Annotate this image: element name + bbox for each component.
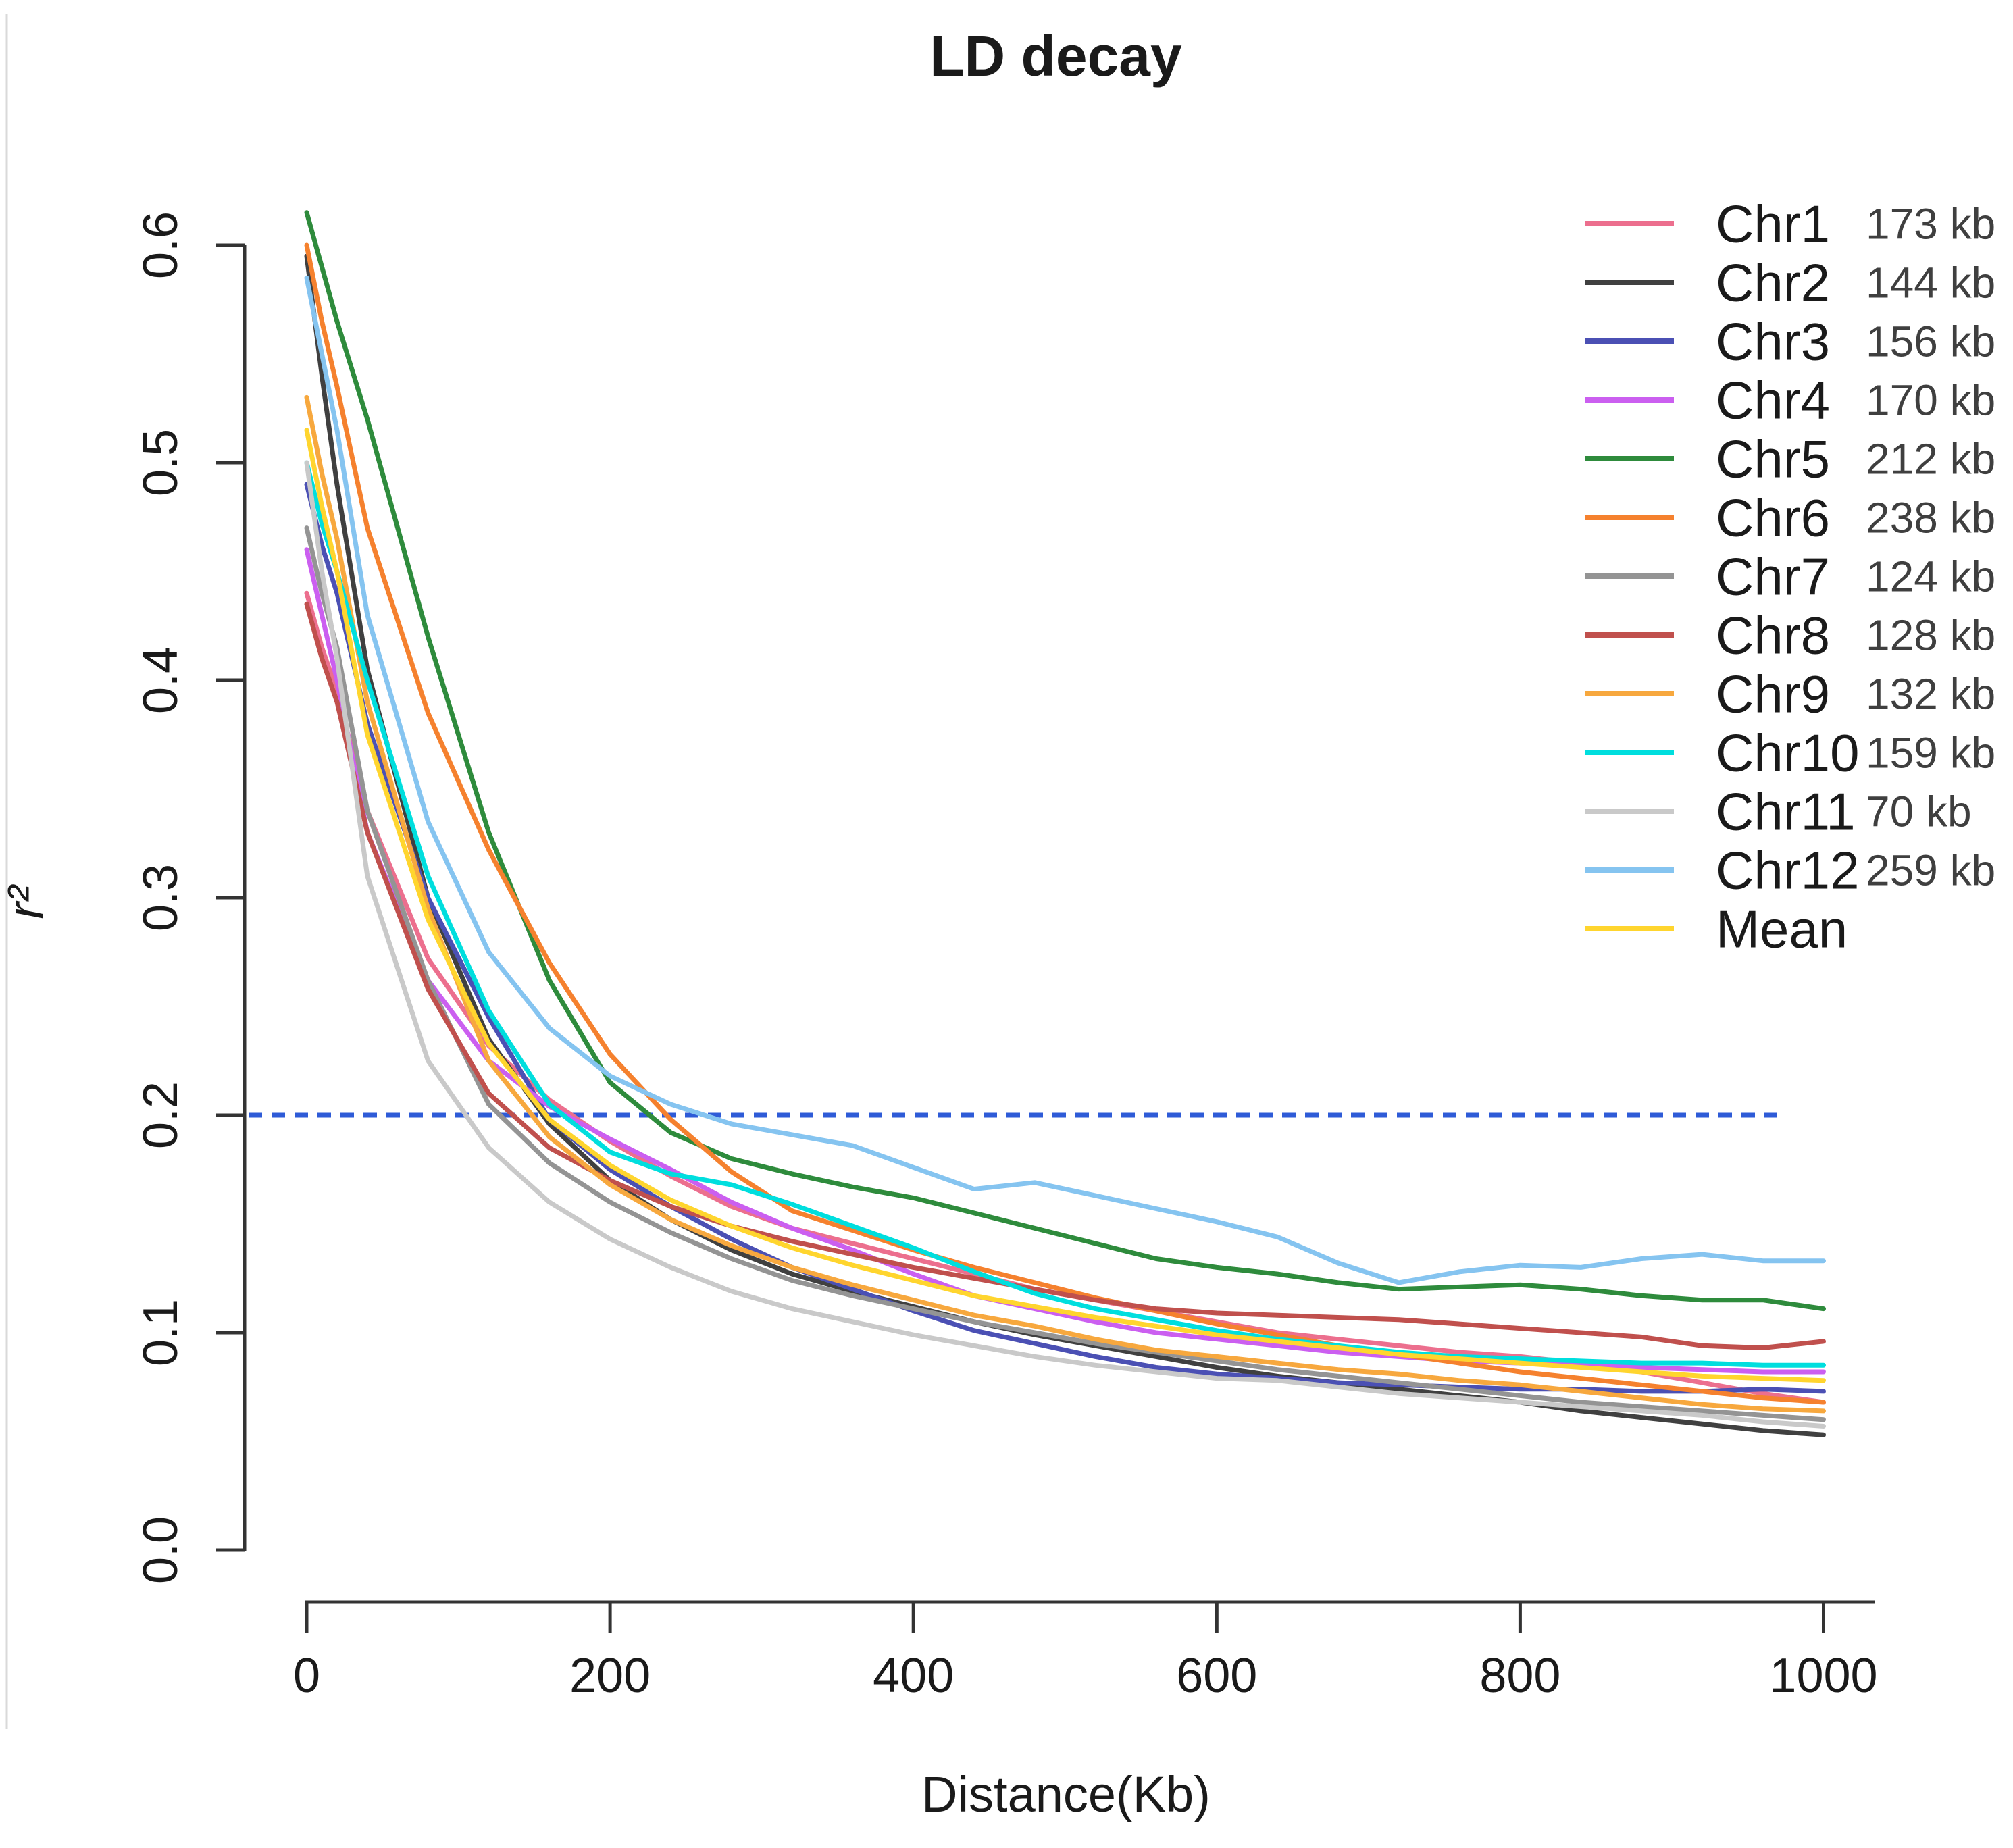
y-tick-label: 0.3 (134, 864, 188, 931)
legend-kb-value: 173 kb (1866, 199, 1995, 248)
y-tick-label: 0.0 (134, 1516, 188, 1584)
legend-row-chr8: Chr8 128 kb (1585, 605, 1995, 665)
legend-kb-value: 128 kb (1866, 611, 1995, 659)
legend-kb-value: 238 kb (1866, 493, 1995, 542)
y-tick-label: 0.1 (134, 1299, 188, 1366)
legend-row-chr12: Chr12 259 kb (1585, 840, 1995, 900)
legend-row-chr4: Chr4 170 kb (1585, 370, 1995, 430)
series-line-chr11 (304, 460, 1826, 1429)
legend-label: Chr6 (1716, 488, 1830, 547)
legend-kb-value: 170 kb (1866, 376, 1995, 424)
y-tick-label: 0.6 (134, 211, 188, 279)
x-axis-title: Distance(Kb) (921, 1766, 1211, 1822)
series-line-chr12 (304, 275, 1826, 1285)
legend-kb-value: 144 kb (1866, 258, 1995, 307)
legend-kb-value: 70 kb (1866, 787, 1972, 836)
x-tick-label: 800 (1479, 1649, 1560, 1703)
legend-row-chr3: Chr3 156 kb (1585, 311, 1995, 371)
legend-row-chr11: Chr11 70 kb (1585, 781, 1972, 841)
series-line-chr6 (304, 242, 1826, 1405)
legend-row-mean: Mean (1585, 899, 1848, 958)
x-tick-label: 0 (293, 1649, 320, 1703)
series-line-chr2 (304, 253, 1826, 1437)
legend-row-chr6: Chr6 238 kb (1585, 488, 1995, 547)
x-tick-label: 600 (1176, 1649, 1257, 1703)
legend-label: Chr11 (1716, 781, 1856, 841)
legend-row-chr1: Chr1 173 kb (1585, 194, 1995, 253)
legend-label: Chr2 (1716, 253, 1830, 312)
series-line-chr10 (304, 460, 1826, 1368)
legend-kb-value: 259 kb (1866, 846, 1995, 894)
legend-row-chr10: Chr10 159 kb (1585, 723, 1995, 782)
legend-row-chr2: Chr2 144 kb (1585, 253, 1995, 312)
legend-kb-value: 132 kb (1866, 669, 1995, 718)
legend-label: Chr3 (1716, 311, 1830, 371)
legend-label: Chr1 (1716, 194, 1830, 253)
y-tick-label: 0.2 (134, 1081, 188, 1149)
legend: Chr1 173 kb Chr2 144 kb Chr3 156 kb Chr4 170 kb… (1585, 194, 1995, 958)
series-lines (304, 210, 1826, 1437)
legend-label: Chr12 (1716, 840, 1859, 900)
legend-row-chr5: Chr5 212 kb (1585, 429, 1995, 488)
legend-row-chr9: Chr9 132 kb (1585, 664, 1995, 723)
series-line-chr7 (304, 525, 1826, 1422)
x-tick-label: 400 (873, 1649, 954, 1703)
legend-label: Chr5 (1716, 429, 1830, 488)
x-tick-label: 1000 (1769, 1649, 1877, 1703)
y-tick-label: 0.5 (134, 429, 188, 496)
y-tick-label: 0.4 (134, 646, 188, 714)
legend-label: Chr8 (1716, 605, 1830, 665)
legend-kb-value: 124 kb (1866, 552, 1995, 600)
chart-title: LD decay (929, 24, 1182, 88)
series-line-chr5 (304, 210, 1826, 1312)
series-line-mean (304, 428, 1826, 1383)
legend-kb-value: 156 kb (1866, 317, 1995, 365)
legend-label: Chr10 (1716, 723, 1859, 782)
legend-label: Chr4 (1716, 370, 1830, 430)
axes: 0.0 0.1 0.2 0.3 0.4 0.5 0.6 0 200 400 600 800 1000 (134, 211, 1877, 1703)
series-line-chr1 (304, 590, 1826, 1405)
legend-row-chr7: Chr7 124 kb (1585, 546, 1995, 606)
legend-label: Mean (1716, 899, 1848, 958)
legend-label: Chr9 (1716, 664, 1830, 723)
legend-label: Chr7 (1716, 546, 1830, 606)
legend-kb-value: 212 kb (1866, 434, 1995, 483)
y-axis-title: r² (0, 884, 53, 919)
series-line-chr9 (304, 394, 1826, 1414)
series-line-chr4 (304, 547, 1826, 1375)
legend-kb-value: 159 kb (1866, 728, 1995, 777)
x-tick-label: 200 (569, 1649, 651, 1703)
